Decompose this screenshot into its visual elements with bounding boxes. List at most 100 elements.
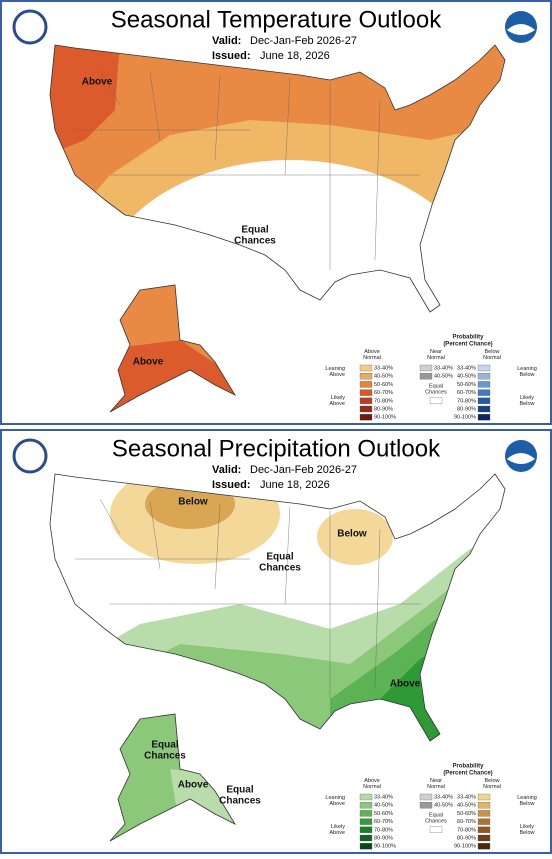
state-line: [99, 498, 121, 535]
swatch: [477, 414, 491, 421]
issued: June 18, 2026: [260, 479, 330, 491]
swatch: [477, 818, 491, 825]
legend-range: 80-90%: [374, 406, 393, 412]
title: Seasonal Precipitation Outlook: [112, 435, 441, 462]
legend-box: [348, 330, 548, 422]
region-label: Above: [178, 780, 209, 791]
legend-range: 50-60%: [374, 382, 393, 388]
swatch: [419, 364, 433, 372]
state-line: [374, 99, 381, 261]
legend-side: Leaning Above: [325, 796, 345, 808]
legend-column: Below Normal: [483, 778, 501, 790]
issued: June 18, 2026: [260, 50, 330, 62]
region-label: Above: [133, 357, 164, 368]
legend-range: 70-80%: [457, 398, 476, 404]
noaa-bird: [507, 24, 535, 35]
swatch: [359, 381, 373, 388]
region-label: Equal Chances: [234, 224, 276, 246]
swatch: [477, 810, 491, 817]
state-line: [149, 500, 161, 570]
legend-column: Above Normal: [363, 349, 381, 361]
legend-range: 50-60%: [374, 811, 393, 817]
state-line: [284, 506, 291, 605]
valid-label: Valid:: [212, 464, 241, 476]
legend-title: Probability: [452, 764, 484, 770]
swatch: [477, 834, 491, 842]
swatch: [477, 364, 491, 372]
legend-side: Equal Chances: [425, 384, 447, 396]
region-label: Above: [390, 679, 421, 690]
region-label: Equal Chances: [219, 784, 261, 806]
legend-range: 60-70%: [374, 390, 393, 396]
legend-range: 33-40%: [457, 365, 476, 371]
legend-range: 60-70%: [374, 819, 393, 825]
legend-side: Equal Chances: [425, 813, 447, 825]
swatch: [477, 405, 491, 413]
swatch: [359, 373, 373, 380]
legend-range: 33-40%: [374, 365, 393, 371]
legend-box: [348, 759, 548, 851]
commerce-logo: [12, 438, 48, 474]
swatch: [359, 793, 373, 801]
legend-column: Near Normal: [427, 778, 445, 790]
legend-range: 40-50%: [374, 803, 393, 809]
legend-range: 50-60%: [457, 382, 476, 388]
issued-label: Issued:: [212, 50, 251, 62]
swatch: [359, 364, 373, 372]
legend-range: 40-50%: [434, 374, 453, 380]
swatch: [477, 826, 491, 833]
legend-range: 70-80%: [457, 827, 476, 833]
state-line: [99, 69, 121, 106]
swatch: [419, 373, 433, 380]
legend-range: 33-40%: [457, 794, 476, 800]
legend-range: 60-70%: [457, 390, 476, 396]
legend-range: 40-50%: [457, 803, 476, 809]
swatch: [429, 826, 443, 833]
legend-side: Likely Above: [329, 824, 345, 836]
legend-range: 90-100%: [454, 415, 476, 421]
legend-range: 90-100%: [454, 844, 476, 850]
swatch: [477, 802, 491, 809]
commerce-logo: [12, 9, 48, 45]
legend-range: 60-70%: [457, 819, 476, 825]
noaa-bird: [507, 453, 535, 464]
valid-label: Valid:: [212, 35, 241, 47]
legend-range: 80-90%: [457, 406, 476, 412]
swatch: [359, 826, 373, 833]
state-line: [214, 503, 221, 590]
legend-column: Above Normal: [363, 778, 381, 790]
swatch: [359, 810, 373, 817]
outlook-panel: Seasonal Temperature Outlook Valid: Dec-Ja…: [0, 0, 552, 425]
region-label: Below: [178, 497, 208, 508]
state-line: [374, 528, 381, 690]
legend-range: 80-90%: [457, 835, 476, 841]
legend-range: 40-50%: [374, 374, 393, 380]
legend-range: 70-80%: [374, 398, 393, 404]
ak-outline: [109, 713, 237, 842]
legend-range: 33-40%: [374, 794, 393, 800]
region-label: Above: [82, 77, 113, 88]
valid: Dec-Jan-Feb 2026-27: [250, 35, 357, 47]
legend-title: Probability: [452, 335, 484, 341]
us-outline: [49, 44, 506, 313]
swatch: [419, 793, 433, 801]
state-line: [214, 74, 221, 161]
legend-side: Likely Above: [329, 395, 345, 407]
legend-range: 80-90%: [374, 835, 393, 841]
swatch: [477, 843, 491, 850]
legend-subtitle: (Percent Chance): [443, 771, 492, 777]
zone-below-mi: [317, 509, 393, 565]
legend-side: Leaning Above: [325, 367, 345, 379]
outlook-panel: Seasonal Precipitation Outlook Valid: Dec-…: [0, 429, 552, 854]
swatch: [359, 834, 373, 842]
legend-range: 90-100%: [374, 844, 396, 850]
legend-range: 90-100%: [374, 415, 396, 421]
region-label: Equal Chances: [144, 739, 186, 761]
legend-side: Likely Below: [520, 824, 535, 836]
legend-range: 40-50%: [457, 374, 476, 380]
legend-subtitle: (Percent Chance): [443, 342, 492, 348]
swatch: [477, 381, 491, 388]
swatch: [429, 397, 443, 404]
